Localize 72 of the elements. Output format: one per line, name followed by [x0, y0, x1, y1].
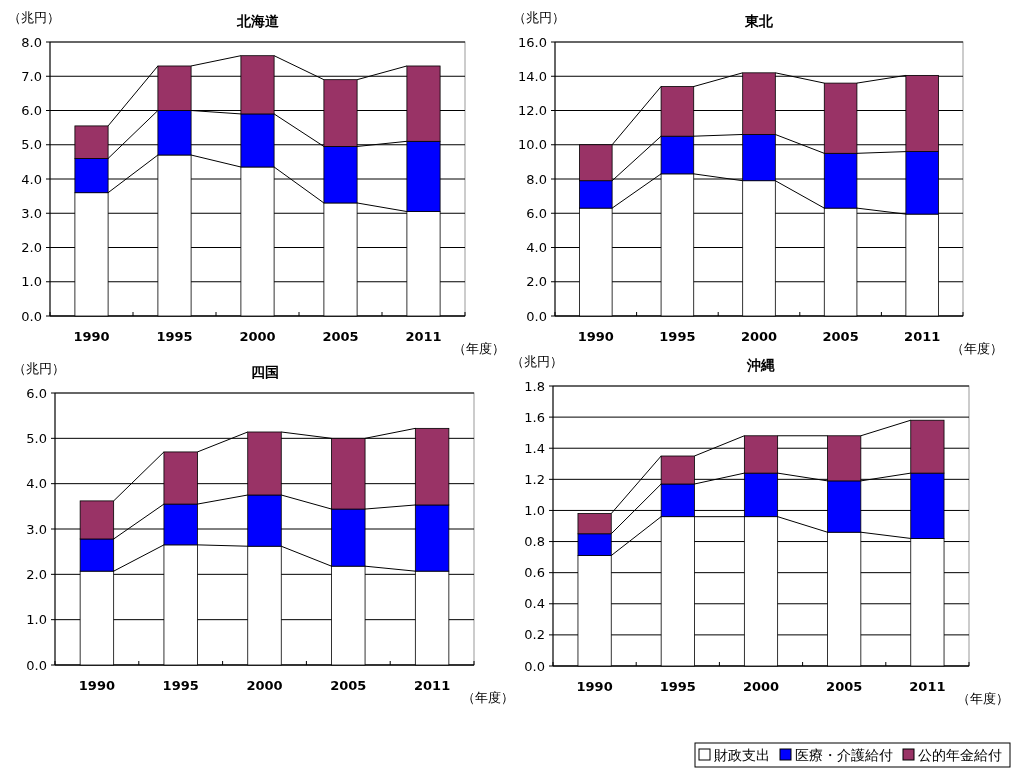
- y-tick-label: 7.0: [21, 68, 42, 84]
- y-tick-label: 1.8: [524, 378, 545, 394]
- y-tick-label: 2.0: [26, 566, 47, 582]
- x-tick-label: 2000: [246, 678, 283, 693]
- y-tick-label: 0.6: [524, 565, 545, 581]
- x-tick-label: 1995: [162, 678, 199, 693]
- chart-title: 沖縄: [746, 357, 775, 373]
- chart-title: 東北: [744, 13, 774, 29]
- y-tick-label: 10.0: [518, 137, 547, 153]
- legend-label: 財政支出: [714, 746, 770, 763]
- x-tick-label: 2005: [822, 329, 859, 344]
- x-axis-title: （年度）: [951, 341, 1003, 356]
- y-axis-title: （兆円）: [13, 361, 65, 376]
- x-tick-label: 1990: [577, 329, 614, 344]
- x-axis-title: （年度）: [957, 691, 1009, 706]
- x-tick-label: 2005: [330, 678, 367, 693]
- y-axis-title: （兆円）: [511, 354, 563, 369]
- x-tick-label: 2011: [904, 329, 941, 344]
- x-tick-label: 1995: [659, 679, 696, 694]
- y-tick-label: 14.0: [518, 68, 547, 84]
- x-tick-label: 1990: [73, 329, 110, 344]
- legend-item: 医療・介護給付: [779, 746, 893, 763]
- x-axis-title: （年度）: [453, 341, 505, 356]
- y-tick-label: 3.0: [21, 205, 42, 221]
- x-tick-label: 2005: [826, 679, 863, 694]
- y-tick-label: 6.0: [26, 385, 47, 401]
- y-tick-label: 4.0: [26, 476, 47, 492]
- y-axis-title: （兆円）: [8, 10, 60, 25]
- legend-item: 公的年金給付: [902, 746, 1002, 763]
- x-tick-label: 2005: [322, 329, 359, 344]
- y-tick-label: 0.8: [524, 534, 545, 550]
- y-tick-label: 6.0: [21, 103, 42, 118]
- legend-label: 公的年金給付: [918, 746, 1002, 763]
- x-tick-label: 2000: [239, 329, 276, 344]
- y-tick-label: 5.0: [26, 430, 47, 446]
- y-tick-label: 2.0: [526, 274, 547, 290]
- y-tick-label: 0.0: [21, 308, 42, 324]
- y-tick-label: 0.0: [526, 308, 547, 324]
- x-tick-label: 1990: [78, 678, 115, 693]
- x-tick-label: 1990: [576, 679, 613, 694]
- x-tick-label: 1995: [659, 329, 696, 344]
- y-tick-label: 1.0: [26, 612, 47, 628]
- y-tick-label: 12.0: [518, 103, 547, 118]
- y-tick-label: 8.0: [21, 34, 42, 50]
- y-tick-label: 0.4: [524, 596, 545, 612]
- y-tick-label: 0.0: [26, 657, 47, 673]
- y-tick-label: 8.0: [526, 171, 547, 187]
- y-tick-label: 4.0: [21, 171, 42, 187]
- x-tick-label: 2000: [740, 329, 778, 344]
- y-tick-label: 1.2: [524, 471, 545, 487]
- y-tick-label: 1.4: [524, 440, 545, 456]
- y-tick-label: 0.0: [524, 658, 545, 674]
- y-tick-label: 1.0: [21, 274, 42, 290]
- y-tick-label: 16.0: [518, 34, 547, 50]
- y-tick-label: 3.0: [26, 521, 47, 537]
- y-tick-label: 5.0: [21, 137, 42, 153]
- chart-title: 四国: [250, 364, 279, 380]
- x-tick-label: 1995: [156, 329, 193, 344]
- y-tick-label: 1.6: [524, 409, 545, 425]
- chart-title: 北海道: [235, 13, 280, 29]
- y-tick-label: 0.2: [524, 627, 545, 643]
- y-tick-label: 1.0: [524, 502, 545, 518]
- x-tick-label: 2011: [414, 678, 451, 693]
- x-tick-label: 2011: [909, 679, 946, 694]
- y-tick-label: 6.0: [526, 205, 547, 221]
- x-tick-label: 2000: [742, 679, 780, 694]
- x-axis-title: （年度）: [462, 690, 514, 705]
- y-tick-label: 2.0: [21, 240, 42, 255]
- y-tick-label: 4.0: [526, 240, 547, 255]
- legend-item: 財政支出: [698, 746, 770, 763]
- y-axis-title: （兆円）: [513, 10, 565, 25]
- x-tick-label: 2011: [405, 329, 442, 344]
